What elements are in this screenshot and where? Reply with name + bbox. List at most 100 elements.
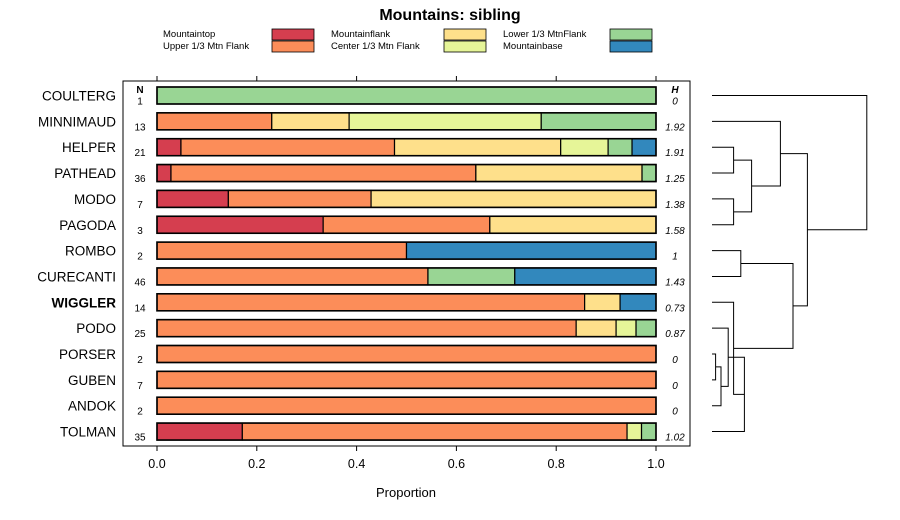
h-value-wiggler: 0.73 (665, 303, 685, 314)
legend-swatch-mountainflank (443, 28, 487, 41)
dendrogram-branch-11 (733, 263, 794, 349)
bar-outline-pathead (156, 163, 657, 183)
x-axis-label: Proportion (376, 485, 436, 500)
bar-outline-coulterg (156, 86, 657, 105)
bar-segment-helper-mountaintop (156, 138, 182, 157)
bar-row-andok: ANDOK 2 0 (68, 396, 678, 418)
bar-segment-andok-upper-1-3-mtn-flank (156, 396, 657, 415)
bar-segment-modo-mountainflank (370, 189, 657, 208)
n-value-tolman: 35 (134, 433, 146, 444)
bar-segment-wiggler-mountainflank (584, 293, 621, 312)
bar-segment-helper-center-1-3-mtn-flank (560, 138, 609, 157)
h-column-header: H (671, 85, 679, 96)
bar-segment-pathead-lower-1-3-mtnflank (641, 163, 657, 183)
bar-outline-porser (156, 344, 657, 364)
bar-segment-helper-mountainflank (393, 138, 562, 157)
legend-label-center-1-3-mtn-flank: Center 1/3 Mtn Flank (331, 41, 420, 52)
bar-row-coulterg: COULTERG 1 0 (42, 86, 678, 108)
bar-segment-minnimaud-mountainflank (271, 112, 350, 131)
legend-swatch-upper-1-3-mtn-flank (271, 40, 315, 53)
legend-label-mountainbase: Mountainbase (503, 41, 563, 52)
bar-row-modo: MODO 7 1.38 (74, 189, 685, 211)
bar-segment-modo-mountaintop (156, 189, 229, 208)
x-tick-label-1: 0.2 (248, 457, 265, 471)
legend-swatch-mountainbase (609, 40, 653, 53)
row-label-helper: HELPER (62, 140, 116, 155)
bar-segment-pathead-mountainflank (475, 163, 643, 183)
row-label-andok: ANDOK (68, 399, 116, 414)
bar-segment-minnimaud-center-1-3-mtn-flank (348, 112, 542, 131)
n-value-wiggler: 14 (134, 303, 146, 314)
legend-swatch-mountaintop (271, 28, 315, 41)
n-value-curecanti: 46 (134, 277, 146, 288)
bar-segment-podo-lower-1-3-mtnflank (635, 319, 657, 338)
bar-segment-helper-upper-1-3-mtn-flank (180, 138, 396, 157)
bar-row-wiggler: WIGGLER 14 0.73 (52, 292, 685, 314)
legend-label-upper-1-3-mtn-flank: Upper 1/3 Mtn Flank (163, 41, 249, 52)
bar-segment-curecanti-upper-1-3-mtn-flank (156, 267, 429, 286)
dendrogram-branch-4 (712, 198, 735, 226)
bar-segment-curecanti-lower-1-3-mtnflank (427, 267, 516, 286)
dendrogram-branch-1 (712, 353, 717, 381)
bar-segment-rombo-mountainbase (405, 241, 657, 260)
h-value-porser: 0 (672, 355, 678, 366)
h-value-curecanti: 1.43 (665, 277, 685, 288)
h-value-minnimaud: 1.92 (665, 122, 685, 133)
dendrogram-branch-13 (712, 95, 868, 231)
bar-outline-andok (156, 396, 657, 416)
bar-segment-coulterg-lower-1-3-mtnflank (156, 86, 657, 105)
row-label-porser: PORSER (59, 347, 116, 362)
bar-segment-podo-mountainflank (575, 319, 617, 338)
dendrogram-branch-7 (712, 146, 735, 174)
x-tick-label-5: 1.0 (647, 457, 664, 471)
row-label-pathead: PATHEAD (54, 166, 116, 181)
chart-title: Mountains: sibling (379, 7, 520, 24)
x-tick-label-3: 0.6 (448, 457, 465, 471)
bar-segment-podo-center-1-3-mtn-flank (615, 319, 637, 338)
bar-outline-helper (156, 137, 657, 157)
plot-frame (122, 80, 691, 447)
bar-segment-rombo-upper-1-3-mtn-flank (156, 241, 408, 260)
row-label-guben: GUBEN (68, 373, 116, 388)
bar-segment-pagoda-upper-1-3-mtn-flank (322, 215, 491, 234)
n-value-podo: 25 (134, 329, 146, 340)
bar-row-helper: HELPER 21 1.91 (62, 137, 685, 159)
bar-row-tolman: TOLMAN 35 1.02 (60, 422, 685, 444)
dendrogram-branch-8 (733, 159, 753, 213)
h-value-tolman: 1.02 (665, 433, 685, 444)
bar-segment-curecanti-mountainbase (514, 267, 657, 286)
h-value-guben: 0 (672, 381, 678, 392)
h-value-pagoda: 1.58 (665, 226, 685, 237)
row-label-podo: PODO (76, 321, 116, 336)
bar-segment-wiggler-mountainbase (619, 293, 657, 312)
n-value-pagoda: 3 (137, 226, 143, 237)
row-label-pagoda: PAGODA (59, 218, 116, 233)
bar-rows: COULTERG 1 0 MINNIMAUD 13 1.92 HELPER 21 1.91 PAT… (37, 86, 685, 444)
bar-outline-wiggler (156, 292, 657, 312)
bar-segment-tolman-lower-1-3-mtnflank (640, 422, 657, 441)
bar-row-porser: PORSER 2 0 (59, 344, 678, 366)
bar-row-pagoda: PAGODA 3 1.58 (59, 215, 685, 237)
bar-segment-tolman-center-1-3-mtn-flank (626, 422, 643, 441)
h-value-pathead: 1.25 (665, 174, 685, 185)
row-label-modo: MODO (74, 192, 116, 207)
h-value-andok: 0 (672, 407, 678, 418)
bar-segment-modo-upper-1-3-mtn-flank (227, 189, 372, 208)
bar-segment-helper-mountainbase (631, 138, 657, 157)
bar-segment-tolman-upper-1-3-mtn-flank (241, 422, 628, 441)
dendrogram-branch-10 (712, 120, 781, 187)
h-value-helper: 1.91 (665, 148, 684, 159)
legend-label-mountaintop: Mountaintop (163, 29, 215, 40)
bar-segment-minnimaud-lower-1-3-mtnflank (540, 112, 657, 131)
bar-outline-guben (156, 370, 657, 390)
bar-segment-porser-upper-1-3-mtn-flank (156, 344, 657, 364)
row-label-coulterg: COULTERG (42, 89, 116, 104)
dendrogram-branch-3 (712, 327, 729, 387)
n-value-modo: 7 (137, 200, 143, 211)
row-label-rombo: ROMBO (65, 244, 116, 259)
n-value-andok: 2 (137, 407, 143, 418)
bar-row-minnimaud: MINNIMAUD 13 1.92 (38, 112, 685, 133)
n-value-guben: 7 (137, 381, 143, 392)
x-tick-label-0: 0.0 (148, 457, 165, 471)
